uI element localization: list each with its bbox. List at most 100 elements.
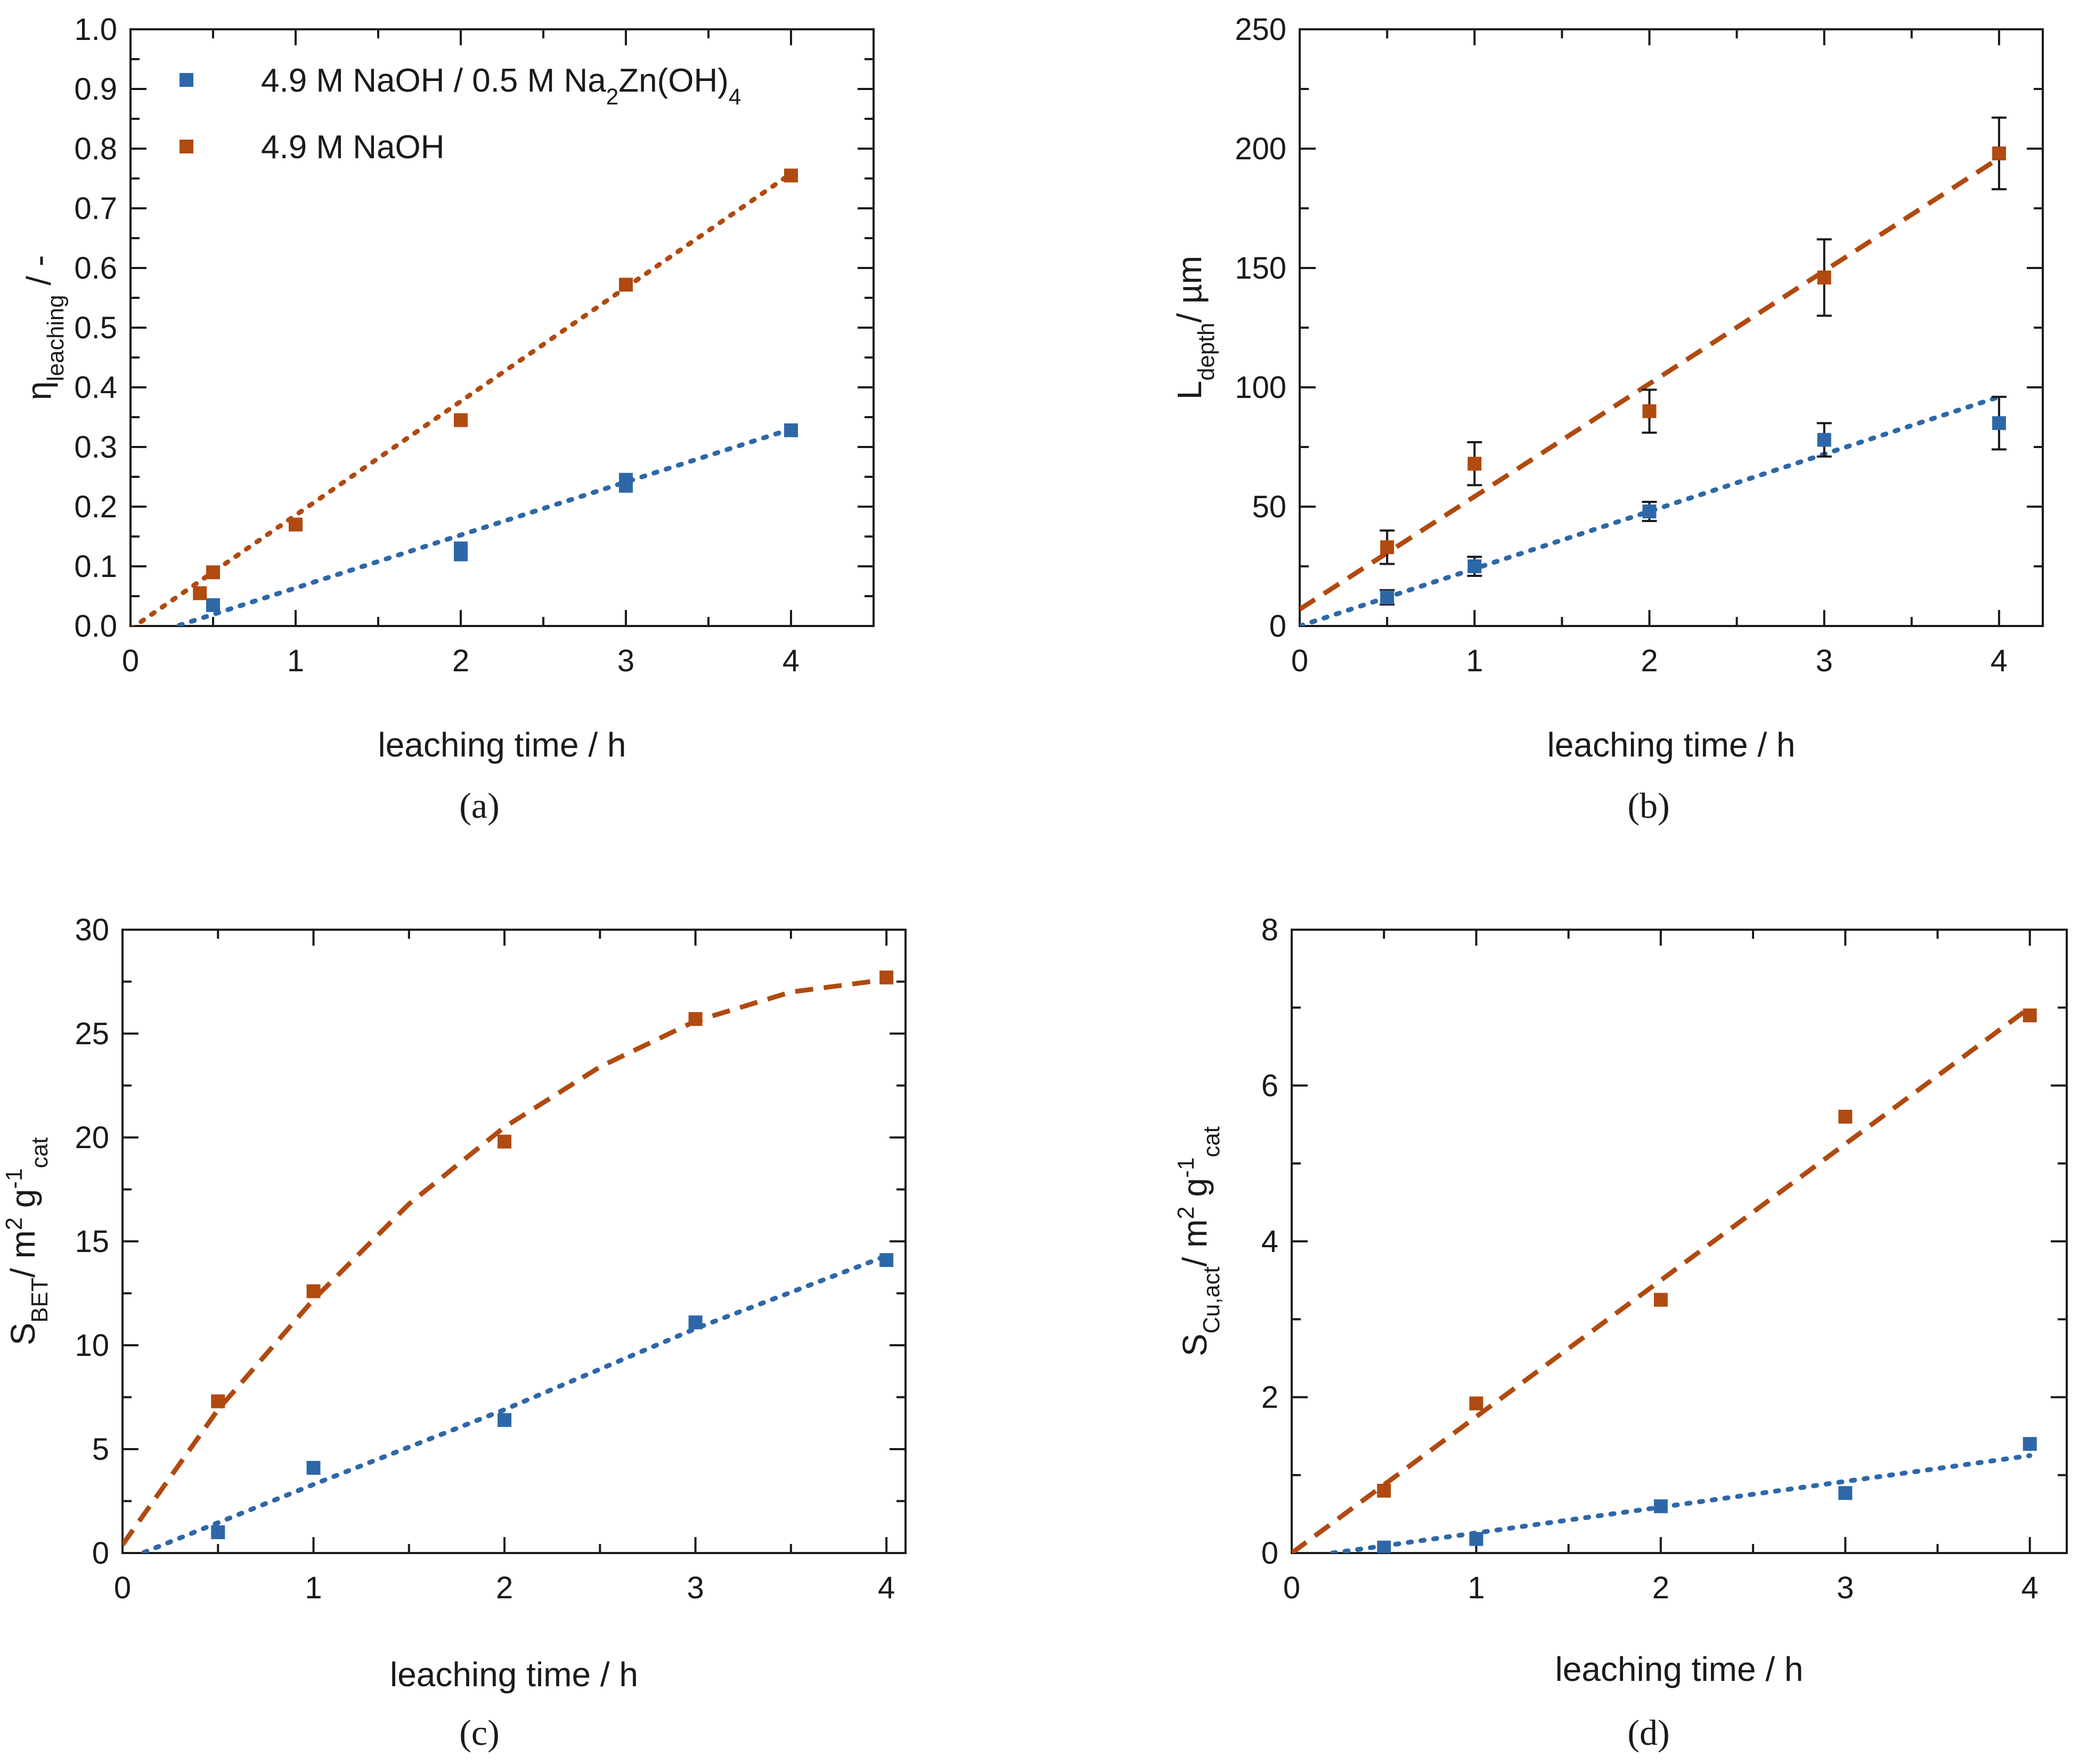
label-part: BET <box>27 1278 53 1323</box>
chart-panel-c: 0 1 2 3 4 0 5 10 15 20 25 30 leaching time / h SBET/ … <box>2 913 907 1753</box>
y-tick-label: 10 <box>75 1328 109 1363</box>
data-point-series-1 <box>1377 1484 1391 1498</box>
y-tick-label: 5 <box>92 1432 109 1467</box>
y-tick-label: 0.8 <box>74 132 117 166</box>
y-axis-label: Ldepth/ µm <box>1170 256 1219 400</box>
y-tick-label: 150 <box>1235 251 1286 286</box>
data-point-series-1 <box>206 565 220 580</box>
fit-line-series-1 <box>123 977 887 1546</box>
data-point-series-0 <box>211 1525 225 1539</box>
data-point-series-0 <box>619 478 633 493</box>
data-point-series-1 <box>1380 540 1395 555</box>
data-point-series-1 <box>784 168 798 183</box>
label-part: L <box>1170 381 1209 400</box>
y-tick-label: 250 <box>1235 12 1286 47</box>
y-tick-label: 1.0 <box>74 12 117 47</box>
data-point-series-1 <box>1642 404 1657 418</box>
x-tick-label: 4 <box>1991 644 2008 678</box>
legend-marker <box>180 73 193 87</box>
panel-label: (b) <box>1627 785 1669 826</box>
label-part: S <box>1176 1334 1214 1356</box>
data-point-series-1 <box>454 413 468 427</box>
x-tick-label: 4 <box>878 1571 895 1605</box>
label-part: 2 <box>1173 1206 1199 1219</box>
label-part: g <box>1176 1178 1214 1206</box>
data-point-series-0 <box>688 1315 703 1330</box>
label-part: -1 <box>1173 1157 1199 1178</box>
x-axis-label: leaching time / h <box>1555 1650 1803 1688</box>
data-point-series-0 <box>2023 1437 2037 1451</box>
fit-line-series-0 <box>136 1253 889 1553</box>
y-tick-label: 0 <box>92 1536 109 1571</box>
y-tick-label: 0 <box>1269 609 1286 644</box>
legend-entry-label: 4.9 M NaOH <box>261 129 445 166</box>
data-point-series-1 <box>1992 146 2006 160</box>
y-tick-label: 50 <box>1252 490 1286 524</box>
y-tick-label: 0.6 <box>74 251 117 286</box>
y-tick-label: 0.3 <box>74 430 117 465</box>
x-tick-label: 1 <box>1466 644 1483 678</box>
y-tick-label: 100 <box>1235 370 1286 405</box>
data-point-series-1 <box>306 1284 321 1298</box>
label-part: / - <box>20 255 58 295</box>
data-point-series-1 <box>1469 1396 1483 1411</box>
label-part: Cu,act <box>1199 1266 1225 1334</box>
label-part: S <box>4 1323 42 1346</box>
label-part: 4.9 M NaOH / 0.5 M Na <box>261 62 606 99</box>
plot-area <box>123 970 894 1553</box>
legend: 4.9 M NaOH / 0.5 M Na2Zn(OH)4 4.9 M NaOH <box>180 62 741 166</box>
x-axis-label: leaching time / h <box>390 1655 638 1694</box>
panel-label: (d) <box>1627 1712 1669 1753</box>
label-part: / m <box>1176 1220 1214 1267</box>
data-point-series-0 <box>206 598 220 612</box>
y-axis-label: SCu,act/ m2 g-1cat <box>1173 1126 1225 1356</box>
y-tick-label: 15 <box>75 1224 109 1259</box>
fit-line-series-0 <box>169 426 794 626</box>
x-tick-label: 2 <box>452 644 469 678</box>
data-point-series-0 <box>1992 416 2006 430</box>
x-axis-label: leaching time / h <box>1547 726 1795 764</box>
data-point-series-1 <box>1467 457 1482 471</box>
label-part: η <box>20 381 58 401</box>
y-tick-label: 0 <box>1261 1536 1278 1571</box>
chart-panel-a: 0 1 2 3 4 0.0 0.1 0.2 0.3 0.4 0.5 0.6 0.7 0.8 0.9 1.0 le… <box>20 12 875 826</box>
y-tick-label: 20 <box>75 1120 109 1155</box>
data-point-series-1 <box>688 1012 703 1026</box>
x-tick-label: 0 <box>1291 644 1308 678</box>
y-tick-label: 4 <box>1261 1224 1278 1259</box>
label-part: 2 <box>606 84 618 109</box>
y-tick-label: 30 <box>75 913 109 947</box>
y-tick-label: 0.1 <box>74 549 117 584</box>
data-point-series-0 <box>1377 1540 1391 1553</box>
label-part: cat <box>1199 1126 1225 1157</box>
panel-label: (a) <box>459 785 499 826</box>
x-tick-label: 2 <box>1652 1571 1669 1605</box>
fit-line-series-1 <box>1292 1005 2032 1553</box>
y-tick-label: 0.2 <box>74 490 117 524</box>
x-tick-label: 3 <box>687 1571 704 1605</box>
chart-panel-b: 0 1 2 3 4 0 50 100 150 200 250 leaching time / h Lde… <box>1170 12 2044 826</box>
plot-frame <box>129 28 875 627</box>
x-tick-label: 1 <box>1467 1571 1485 1605</box>
data-point-series-0 <box>1642 504 1657 518</box>
data-point-series-1 <box>619 278 633 292</box>
y-tick-label: 0.4 <box>74 370 117 405</box>
y-tick-label: 2 <box>1261 1380 1278 1415</box>
x-tick-label: 4 <box>782 644 800 678</box>
label-part: 4 <box>729 84 741 109</box>
x-tick-label: 2 <box>496 1571 513 1605</box>
x-axis-label: leaching time / h <box>378 726 626 764</box>
data-point-series-0 <box>498 1413 512 1427</box>
y-tick-label: 200 <box>1235 132 1286 166</box>
data-point-series-1 <box>498 1134 512 1149</box>
data-point-series-0 <box>1817 433 1831 447</box>
x-tick-label: 1 <box>287 644 304 678</box>
label-part: leaching <box>43 295 69 381</box>
label-part: Zn(OH) <box>618 62 729 99</box>
data-point-series-0 <box>1380 590 1395 605</box>
plot-area <box>131 168 798 626</box>
y-tick-label: 0.5 <box>74 311 117 345</box>
y-axis-label: SBET/ m2 g-1cat <box>2 1137 53 1346</box>
